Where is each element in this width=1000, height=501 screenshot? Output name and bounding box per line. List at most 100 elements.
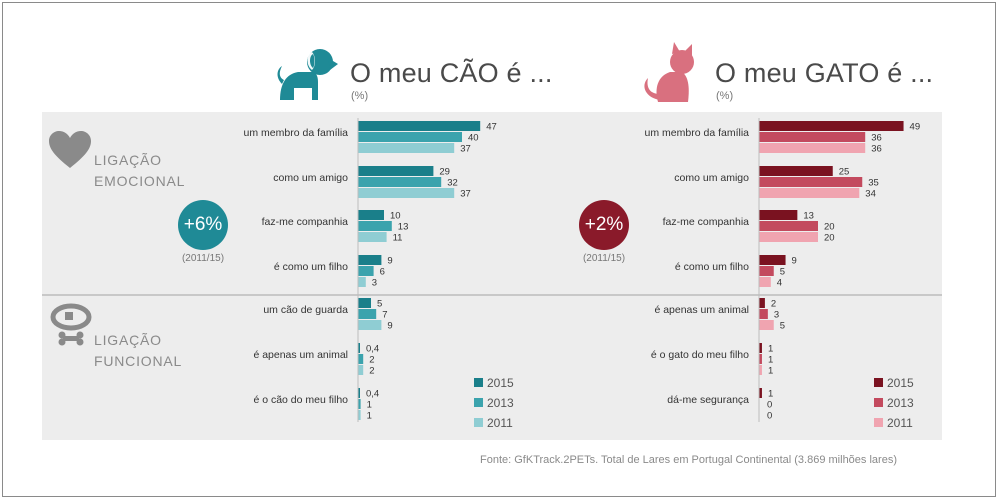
data-label: 13	[803, 211, 814, 222]
data-label: 29	[439, 167, 450, 178]
bar-2011	[759, 143, 866, 153]
legend-label-2011: 2011	[487, 416, 513, 430]
data-label: 37	[460, 189, 471, 200]
data-label: 0	[767, 400, 772, 411]
bar-2015	[759, 388, 762, 398]
bar-2011	[358, 410, 361, 420]
data-label: 32	[447, 178, 458, 189]
data-label: 1	[768, 389, 773, 400]
bar-2015	[358, 388, 360, 398]
data-label: 10	[390, 211, 401, 222]
bar-2013	[759, 221, 818, 231]
data-label: 1	[768, 344, 773, 355]
bar-2015	[759, 121, 904, 131]
legend-label-2013: 2013	[887, 396, 914, 410]
bar-2013	[759, 354, 762, 364]
bar-2011	[358, 365, 364, 375]
bar-2013	[759, 309, 768, 319]
data-label: 1	[367, 411, 372, 422]
data-label: 0,4	[366, 344, 379, 355]
data-label: 1	[768, 366, 773, 377]
category-label: um membro da família	[244, 127, 349, 139]
legend-label-2013: 2013	[487, 396, 514, 410]
dog-change-bubble: +6%	[178, 200, 228, 250]
bar-2013	[358, 132, 462, 142]
data-label: 25	[839, 167, 850, 178]
bar-2013	[358, 177, 442, 187]
data-label: 0,4	[366, 389, 379, 400]
bar-2013	[358, 399, 361, 409]
data-label: 2	[369, 366, 374, 377]
cat-change-period: (2011/15)	[582, 253, 626, 264]
legend-swatch-2015	[874, 378, 883, 387]
legend-swatch-2011	[474, 418, 483, 427]
data-label: 9	[387, 256, 392, 267]
bar-2011	[358, 277, 366, 287]
data-label: 3	[372, 278, 377, 289]
category-label: faz-me companhia	[663, 216, 750, 228]
legend-swatch-2015	[474, 378, 483, 387]
data-label: 6	[380, 267, 385, 278]
category-label: é como um filho	[274, 261, 348, 273]
dog-change-period: (2011/15)	[181, 253, 225, 264]
cat-icon	[644, 42, 694, 102]
data-label: 37	[460, 144, 471, 155]
bar-2011	[759, 232, 818, 242]
functional-label-line1: LIGAÇÃO	[94, 332, 162, 348]
bar-2015	[759, 298, 765, 308]
functional-section-label: LIGAÇÃO FUNCIONAL	[94, 330, 182, 372]
data-label: 40	[468, 133, 479, 144]
bar-2013	[358, 266, 374, 276]
data-label: 34	[865, 189, 876, 200]
data-label: 5	[780, 321, 785, 332]
bar-2011	[358, 232, 387, 242]
bar-2015	[358, 298, 371, 308]
bar-2015	[759, 343, 762, 353]
data-label: 5	[780, 267, 785, 278]
section-divider	[42, 294, 942, 296]
data-label: 1	[768, 355, 773, 366]
data-label: 5	[377, 299, 382, 310]
data-label: 13	[398, 222, 409, 233]
data-label: 3	[774, 310, 779, 321]
data-label: 9	[792, 256, 797, 267]
data-label: 47	[486, 122, 497, 133]
category-label: é o gato do meu filho	[651, 349, 749, 361]
cat-change-bubble: +2%	[579, 200, 629, 250]
data-label: 36	[871, 144, 882, 155]
bar-2011	[358, 143, 455, 153]
bar-2015	[358, 210, 384, 220]
dog-chart-title: O meu CÃO é ...	[350, 58, 553, 88]
bar-2013	[759, 177, 863, 187]
legend-swatch-2013	[874, 398, 883, 407]
data-label: 20	[824, 222, 835, 233]
data-label: 1	[367, 400, 372, 411]
category-label: é como um filho	[675, 261, 749, 273]
legend-label-2015: 2015	[487, 376, 514, 390]
bar-2015	[358, 343, 360, 353]
data-label: 0	[767, 411, 772, 422]
legend-swatch-2011	[874, 418, 883, 427]
bar-2015	[759, 166, 833, 176]
data-label: 49	[910, 122, 921, 133]
category-label: como um amigo	[273, 172, 348, 184]
category-label: é apenas um animal	[253, 349, 348, 361]
bar-2013	[759, 266, 774, 276]
category-label: é o cão do meu filho	[253, 394, 348, 406]
bar-2015	[759, 210, 798, 220]
bar-2013	[358, 221, 392, 231]
cat-unit-label: (%)	[716, 90, 734, 102]
category-label: um membro da família	[645, 127, 750, 139]
data-label: 36	[871, 133, 882, 144]
bar-2011	[759, 320, 774, 330]
category-label: dá-me segurança	[667, 394, 749, 406]
dog-unit-label: (%)	[351, 90, 369, 102]
data-label: 7	[382, 310, 387, 321]
data-label: 9	[387, 321, 392, 332]
data-label: 2	[771, 299, 776, 310]
category-label: faz-me companhia	[262, 216, 349, 228]
data-label: 35	[868, 178, 879, 189]
data-label: 20	[824, 233, 835, 244]
